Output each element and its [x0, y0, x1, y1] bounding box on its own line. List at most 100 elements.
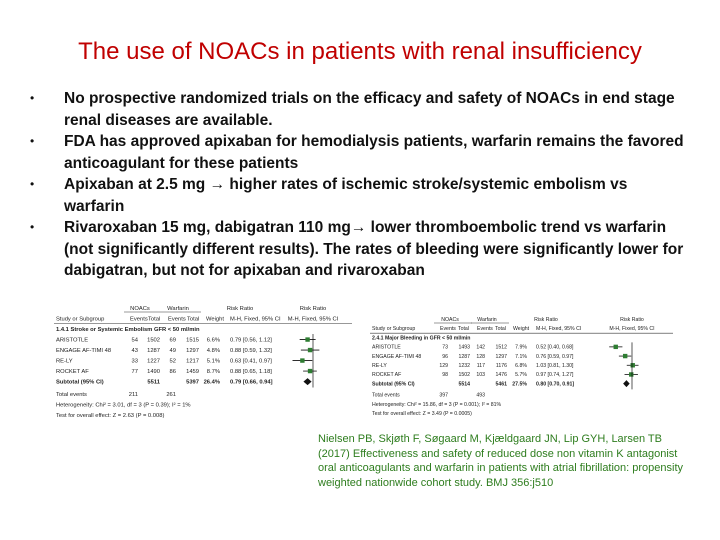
row-weight: 7.9% [515, 345, 527, 351]
row-total-warfarin: 5397 [186, 380, 199, 386]
row-study: ARISTOTLE [372, 345, 401, 351]
forest1-svg: NOACs Warfarin Risk Ratio Risk Ratio Study o… [54, 306, 352, 419]
row-events-noacs: 77 [132, 369, 138, 375]
row-total-warfarin: 1176 [496, 363, 507, 369]
total-events-noacs: 397 [439, 393, 448, 399]
row-events-warfarin: 128 [476, 354, 485, 360]
effect-square [622, 353, 628, 359]
subheader-ci-plot: M-H, Fixed, 95% CI [609, 326, 654, 332]
row-total-noacs: 1502 [147, 338, 160, 344]
bullet-item: • No prospective randomized trials on the… [30, 88, 690, 131]
row-events-warfarin: 52 [170, 359, 176, 365]
subheader-study: Study or Subgroup [56, 317, 104, 323]
row-events-noacs: 43 [132, 348, 138, 354]
bullet-icon: • [30, 134, 35, 148]
header-warfarin: Warfarin [477, 317, 497, 323]
total-events-label: Total events [372, 393, 400, 399]
row-ci: 0.63 [0.41, 0.97] [230, 359, 272, 365]
row-weight: 8.7% [207, 369, 220, 375]
row-total-noacs: 1490 [147, 369, 160, 375]
effect-square [307, 347, 313, 353]
row-weight: 7.1% [515, 354, 527, 360]
row-weight: 26.4% [204, 380, 220, 386]
row-study: RE-LY [372, 363, 387, 369]
effect-square [305, 337, 310, 342]
overall-effect-stat: Test for overall effect: Z = 3.49 (P = 0… [372, 411, 472, 417]
row-study: ENGAGE AF-TIMI 48 [372, 354, 421, 360]
forest-plot-bleeding: NOACs Warfarin Risk Ratio Risk Ratio Study o… [370, 312, 675, 440]
row-events-noacs: 129 [439, 363, 448, 369]
header-risk-ratio-plot: Risk Ratio [620, 317, 644, 323]
section-label: 1.4.1 Stroke or Systemic Embolism GFR < … [56, 327, 200, 333]
row-events-noacs: 33 [132, 359, 138, 365]
row-total-warfarin: 1476 [495, 372, 507, 378]
row-ci: 0.97 [0.74, 1.27] [536, 372, 574, 378]
citation: Nielsen PB, Skjøth F, Søgaard M, Kjældga… [318, 433, 684, 489]
row-weight: 6.6% [207, 338, 220, 344]
subheader-total: Total [187, 317, 199, 323]
row-total-warfarin: 1512 [495, 345, 507, 351]
subheader-total: Total [458, 326, 469, 332]
row-events-warfarin: 117 [477, 363, 485, 369]
subheader-total: Total [495, 326, 506, 332]
row-events-noacs: 98 [442, 372, 448, 378]
header-noacs: NOACs [130, 306, 150, 312]
row-total-warfarin: 1459 [186, 369, 199, 375]
row-total-warfarin: 1297 [186, 348, 199, 354]
row-total-warfarin: 1297 [495, 354, 507, 360]
total-events-noacs: 211 [129, 392, 138, 398]
bullet-text: No prospective randomized trials on the … [64, 90, 675, 129]
row-study: ROCKET AF [56, 369, 89, 375]
row-events-warfarin: 69 [170, 338, 176, 344]
subheader-total: Total [148, 317, 160, 323]
subtotal-diamond [303, 378, 312, 386]
subheader-events: Events [477, 326, 493, 332]
heterogeneity-stat: Heterogeneity: Chi² = 3.01, df = 3 (P = … [56, 403, 191, 409]
row-ci: 0.52 [0.40, 0.68] [536, 345, 574, 351]
row-weight: 6.8% [515, 363, 527, 369]
row-total-noacs: 1493 [458, 345, 470, 351]
effect-square [307, 368, 313, 374]
bullet-item: • Apixaban at 2.5 mg → higher rates of is… [30, 174, 690, 217]
row-total-noacs: 1502 [458, 372, 470, 378]
row-events-warfarin: 86 [170, 369, 176, 375]
row-total-noacs: 1287 [458, 354, 470, 360]
row-weight: 5.7% [515, 372, 527, 378]
effect-square [629, 372, 634, 377]
row-events-noacs: 73 [442, 345, 448, 351]
bullet-icon: • [30, 177, 35, 191]
total-events-label: Total events [56, 392, 87, 398]
subheader-weight: Weight [206, 317, 224, 323]
row-ci: 0.76 [0.59, 0.97] [536, 354, 574, 360]
subheader-events: Events [130, 317, 148, 323]
subheader-ci-plot: M-H, Fixed, 95% CI [288, 317, 339, 323]
row-total-warfarin: 1515 [186, 338, 199, 344]
subheader-events: Events [440, 326, 456, 332]
header-risk-ratio-plot: Risk Ratio [300, 306, 326, 312]
header-risk-ratio: Risk Ratio [534, 317, 558, 323]
bullet-icon: • [30, 220, 35, 234]
overall-effect-stat: Test for overall effect: Z = 2.63 (P = 0… [56, 413, 164, 419]
row-ci: 0.79 [0.66, 0.94] [230, 380, 273, 386]
bullet-text: FDA has approved apixaban for hemodialys… [64, 133, 684, 172]
row-total-noacs: 5514 [458, 381, 470, 387]
row-events-noacs: 96 [442, 354, 448, 360]
subheader-ci: M-H, Fixed, 95% CI [230, 317, 281, 323]
header-warfarin: Warfarin [167, 306, 189, 312]
slide-title: The use of NOACs in patients with renal … [78, 38, 642, 65]
row-ci: 0.88 [0.59, 1.32] [230, 348, 272, 354]
effect-square [300, 358, 305, 363]
row-events-noacs: 54 [132, 338, 139, 344]
row-total-warfarin: 5461 [495, 381, 507, 387]
row-ci: 0.79 [0.56, 1.12] [230, 338, 272, 344]
row-events-warfarin: 49 [170, 348, 176, 354]
row-study: Subtotal (95% CI) [56, 380, 104, 386]
heterogeneity-stat: Heterogeneity: Chi² = 15.86, df = 3 (P =… [372, 402, 501, 408]
subheader-weight: Weight [513, 326, 530, 332]
bullet-item: • FDA has approved apixaban for hemodialy… [30, 131, 690, 174]
row-weight: 4.8% [207, 348, 220, 354]
row-total-noacs: 1287 [147, 348, 160, 354]
effect-square [630, 363, 635, 368]
row-study: RE-LY [56, 359, 73, 365]
row-ci: 0.80 [0.70, 0.91] [536, 381, 574, 387]
